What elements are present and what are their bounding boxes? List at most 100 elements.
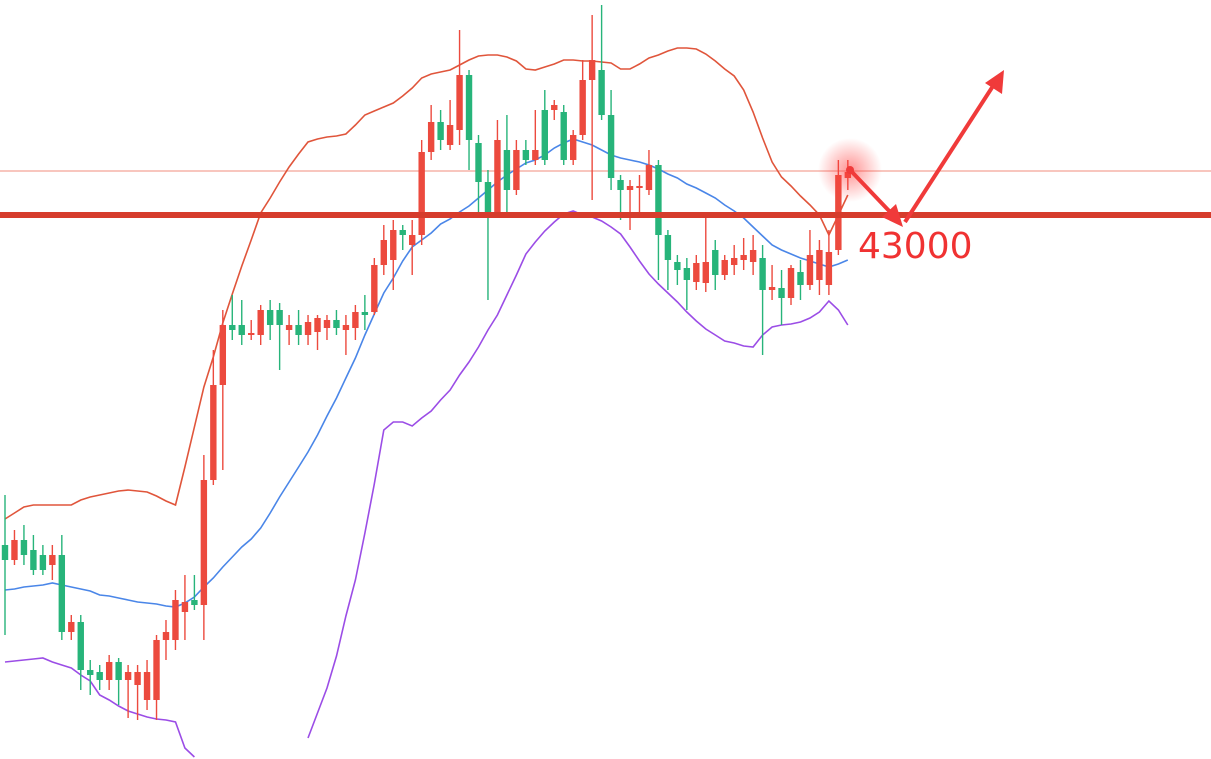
candle-body <box>153 640 160 700</box>
band-line <box>4 47 849 520</box>
candle-body <box>465 75 473 140</box>
candle-body <box>342 325 350 330</box>
candle-body <box>730 258 738 265</box>
candle-body <box>20 540 28 555</box>
band-line <box>4 138 849 608</box>
candle-body <box>532 150 539 160</box>
candle-body <box>456 75 463 130</box>
candle-body <box>87 670 94 675</box>
candle-body <box>645 165 653 190</box>
candle-body <box>702 262 709 283</box>
candle-body <box>427 122 435 152</box>
candle-body <box>304 322 312 335</box>
annotation-layer: 43000 <box>818 70 1004 267</box>
candle-body <box>105 662 113 680</box>
arrow-up-shaft <box>903 84 995 224</box>
candle-body <box>674 262 681 270</box>
candle-body <box>693 263 700 282</box>
candle-body <box>210 385 217 480</box>
candle-body <box>314 318 321 332</box>
candle-body <box>607 115 615 178</box>
band-line <box>4 210 849 758</box>
candle-body <box>768 287 776 290</box>
candle-body <box>712 250 719 275</box>
candle-body <box>162 632 170 640</box>
candle-body <box>759 258 766 290</box>
candle-body <box>437 122 444 140</box>
candle-body <box>200 480 208 605</box>
arrow-down-shaft <box>850 170 895 217</box>
candle-body <box>219 325 227 385</box>
candle-body <box>58 555 66 632</box>
candle-body <box>143 672 151 700</box>
candle-body <box>749 250 757 262</box>
candle-body <box>181 602 189 612</box>
candle-body <box>248 333 255 335</box>
candle-body <box>787 268 795 298</box>
candle-body <box>124 672 132 680</box>
candle-body <box>522 150 530 160</box>
candle-body <box>295 325 302 335</box>
candle-body <box>721 260 728 275</box>
candle-body <box>266 310 274 325</box>
candle-body <box>30 550 37 570</box>
candle-body <box>551 105 558 110</box>
candle-body <box>740 255 747 260</box>
candle-body <box>333 320 340 328</box>
candle-body <box>570 135 577 160</box>
candle-body <box>806 255 814 285</box>
candle-body <box>513 150 520 190</box>
candle-body <box>1 545 9 560</box>
candle-body <box>285 325 293 330</box>
candle-body <box>484 182 492 212</box>
candle-body <box>380 240 387 265</box>
candle-body <box>96 672 103 680</box>
candle-body <box>134 672 141 685</box>
candle-body <box>655 165 662 235</box>
candle-body <box>352 312 359 328</box>
candle-body <box>475 143 482 182</box>
candle-body <box>399 230 406 235</box>
candle-body <box>390 230 397 260</box>
candle-body <box>418 152 425 235</box>
candle-body <box>39 555 47 570</box>
level-label: 43000 <box>858 226 973 267</box>
candle-body <box>825 252 833 285</box>
candle-body <box>323 320 331 328</box>
candle-body <box>238 325 245 335</box>
candle-body <box>664 235 672 260</box>
candle-body <box>115 662 122 680</box>
candle-body <box>560 112 567 160</box>
arrow-up-head <box>985 70 1004 94</box>
candles-layer <box>0 5 1211 720</box>
candle-body <box>588 60 596 80</box>
candle-body <box>636 186 643 188</box>
candle-body <box>494 140 501 212</box>
candle-body <box>11 540 18 560</box>
candle-body <box>361 312 369 315</box>
candle-body <box>229 325 236 330</box>
candle-body <box>683 268 691 280</box>
candle-body <box>446 125 454 145</box>
candle-body <box>191 600 198 605</box>
candle-body <box>77 622 84 670</box>
candle-body <box>626 186 634 190</box>
candle-body <box>579 80 586 135</box>
arrow-down-head <box>882 204 903 227</box>
candle-body <box>276 310 283 325</box>
candle-body <box>598 70 605 115</box>
bands-layer <box>4 47 849 758</box>
candle-body <box>541 110 548 160</box>
candle-body <box>617 180 624 190</box>
candle-body <box>797 272 804 285</box>
candle-body <box>778 288 785 298</box>
candle-body <box>409 235 416 245</box>
candle-body <box>68 622 75 632</box>
candle-body <box>257 310 264 335</box>
candle-body <box>49 555 56 565</box>
candle-body <box>816 250 823 280</box>
candle-body <box>503 150 511 190</box>
candle-body <box>371 265 378 312</box>
